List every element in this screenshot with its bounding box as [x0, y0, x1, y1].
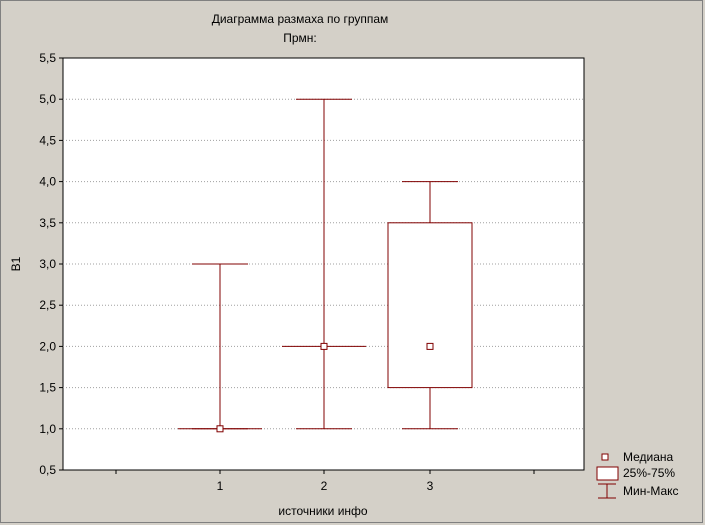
legend-box-marker: [596, 466, 619, 481]
y-tick-label: 2,0: [39, 339, 56, 353]
y-axis-label: B1: [9, 256, 23, 271]
legend-box-label: 25%-75%: [623, 466, 675, 480]
x-tick-label: 1: [217, 479, 224, 493]
boxes: [178, 98, 473, 433]
y-tick-label: 0,5: [39, 463, 56, 477]
legend-whisker-marker: [598, 483, 616, 499]
legend: Медиана 25%-75% Мин-Макс: [596, 450, 679, 499]
box-group: [387, 181, 473, 430]
y-tick-label: 2,5: [39, 298, 56, 312]
x-tick-label: 3: [427, 479, 434, 493]
legend-whisker-label: Мин-Макс: [623, 484, 679, 498]
x-tick-label: 2: [321, 479, 328, 493]
legend-median-marker: [601, 453, 609, 461]
y-axis: 0,5 1,0 1,5 2,0 2,5 3,0 3,5 4,0 4,5 5,0 5,5: [39, 51, 63, 477]
y-tick-label: 4,0: [39, 175, 56, 189]
legend-median-label: Медиана: [623, 450, 674, 464]
y-tick-label: 1,5: [39, 381, 56, 395]
median-marker: [216, 425, 224, 433]
chart-title: Диаграмма размаха по группам: [212, 12, 389, 26]
y-tick-label: 4,5: [39, 133, 56, 147]
box-group: [282, 98, 366, 430]
y-tick-label: 3,0: [39, 257, 56, 271]
box-group: [178, 263, 262, 433]
median-marker: [426, 342, 434, 350]
x-axis-label: источники инфо: [278, 504, 368, 518]
y-tick-label: 5,5: [39, 51, 56, 65]
median-marker: [320, 342, 328, 350]
y-tick-label: 3,5: [39, 216, 56, 230]
x-axis: 1 2 3: [115, 470, 535, 493]
quartile-box: [387, 222, 473, 389]
chart-subtitle: Прмн:: [283, 31, 317, 45]
y-tick-label: 1,0: [39, 422, 56, 436]
y-tick-label: 5,0: [39, 92, 56, 106]
